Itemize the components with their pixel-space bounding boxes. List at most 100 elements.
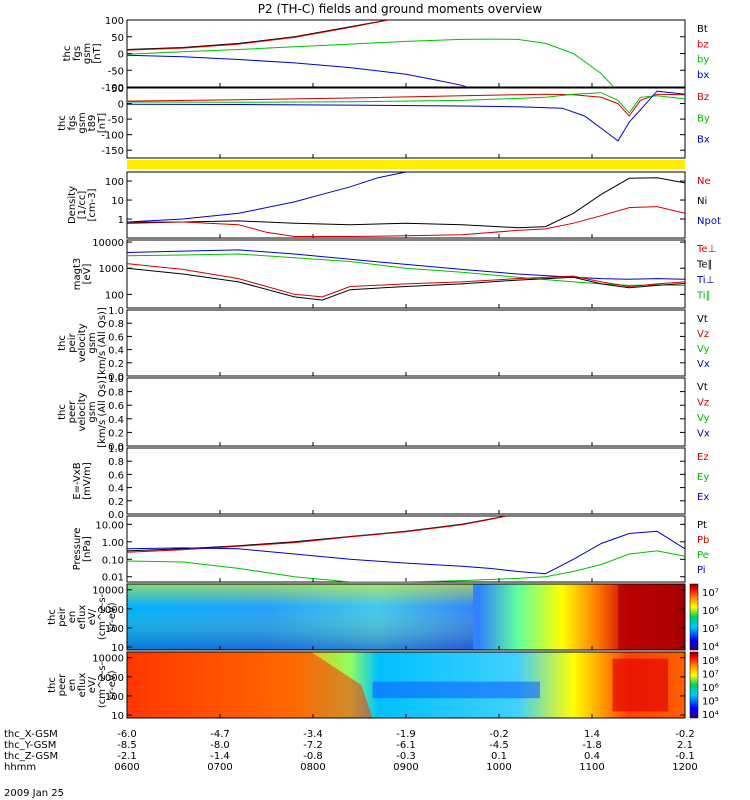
y-axis-label: thc	[57, 335, 68, 351]
panel-5: 1.0 0.8 0.6 0.4 0.2 0.0 thc peir velocity gsm [km/…	[57, 306, 710, 383]
x-axis-row-label: thc_Z-GSM	[4, 751, 58, 762]
y-axis-label: eflux	[77, 605, 88, 630]
y-axis-label: peir	[57, 606, 68, 626]
y-axis-label: eV/	[87, 676, 98, 693]
spectrogram-band	[618, 585, 674, 649]
y-tick-label: 0.8	[108, 388, 124, 399]
legend-entry: Vy	[697, 344, 710, 355]
legend-entry: Ti⊥	[696, 275, 714, 286]
y-axis-label: [nPa]	[82, 536, 93, 562]
chart-title: P2 (TH-C) fields and ground moments over…	[258, 2, 543, 16]
panel-frame	[126, 447, 686, 515]
y-tick-label: 100	[105, 177, 124, 188]
series-line-Pe	[127, 550, 685, 582]
y-axis-label: magt3	[72, 258, 83, 291]
x-axis-row-label: thc_X-GSM	[4, 729, 58, 740]
x-tick-label: -7.2	[303, 740, 323, 751]
x-tick-label: 1200	[672, 762, 697, 773]
y-tick-label: 10.00	[95, 520, 124, 531]
y-tick-label: 10	[111, 643, 124, 654]
spectrogram-shade	[127, 584, 473, 650]
y-axis-label: peer	[57, 673, 68, 697]
x-axis-row-label: thc_Y-GSM	[4, 740, 56, 751]
y-tick-label: 0.8	[108, 457, 124, 468]
y-tick-label: 0.0	[108, 510, 124, 521]
y-axis-label: fgs	[72, 46, 83, 61]
y-axis-label: velocity	[77, 323, 88, 362]
series-line-Ni	[127, 177, 685, 229]
x-tick-label: -8.5	[117, 740, 137, 751]
y-axis-label: thc	[47, 677, 58, 693]
spectrogram-shade	[127, 652, 373, 718]
legend-entry: Ni	[697, 196, 707, 207]
colorbar-tick-label: 10⁶	[702, 683, 719, 694]
y-tick-label: 0	[118, 50, 124, 61]
y-tick-label: 0.10	[102, 555, 124, 566]
y-tick-label: 0.8	[108, 319, 124, 330]
legend-entry: Ti∥	[696, 291, 711, 302]
series-line-Bx	[127, 90, 685, 142]
legend-entry: bz	[697, 39, 709, 50]
series-line-Ne	[127, 206, 685, 237]
legend-entry: Te⊥	[696, 244, 716, 255]
legend-entry: bx	[697, 70, 709, 81]
x-tick-label: -6.1	[396, 740, 416, 751]
y-axis-label: Density	[67, 186, 78, 224]
series-line-Te∥	[127, 267, 685, 301]
y-tick-label: -100	[101, 131, 124, 142]
y-tick-label: 0.4	[108, 346, 124, 357]
y-axis-label: [1/cc]	[77, 191, 88, 220]
x-tick-label: 0800	[300, 762, 325, 773]
y-axis-label: Pressure	[72, 528, 83, 571]
series-line-Pt	[127, 516, 507, 552]
y-tick-label: 0.4	[108, 415, 124, 426]
x-tick-label: 0600	[114, 762, 139, 773]
legend-entry: Npot	[697, 216, 721, 227]
series-line-Pi	[127, 530, 685, 575]
colorbar-tick-label: 10⁷	[702, 588, 719, 599]
colorbar-tick-label: 10⁷	[702, 670, 719, 681]
y-axis-label: gsm	[77, 112, 88, 133]
y-axis-label: E=-VxB	[72, 462, 83, 499]
series-line-Bz	[127, 93, 685, 117]
y-axis-label: thc	[47, 609, 58, 625]
y-tick-label: 0	[118, 100, 124, 111]
x-tick-label: 1.4	[584, 729, 600, 740]
legend-entry: Vt	[697, 382, 708, 393]
series-line-Te⊥	[127, 263, 685, 298]
y-axis-label: thc	[62, 46, 73, 62]
panel-frame	[126, 87, 686, 159]
panel-2: 50 0 -50 -100 -150 thc fgs gsm t89 [nT] Bz By Bx	[57, 84, 710, 159]
y-axis-label: gsm	[82, 43, 93, 64]
x-tick-label: -1.9	[396, 729, 416, 740]
x-tick-label: -8.0	[210, 740, 230, 751]
y-tick-label: 1000	[99, 605, 124, 616]
y-axis-label: thc	[57, 115, 68, 131]
y-tick-label: 100	[105, 290, 124, 301]
y-axis-label: eV/	[87, 608, 98, 625]
legend-entry: Te∥	[696, 260, 713, 271]
y-axis-label: en	[67, 679, 78, 692]
legend-entry: Pb	[697, 535, 709, 546]
x-tick-label: 0.1	[491, 751, 507, 762]
y-tick-label: -50	[108, 115, 124, 126]
panel-6: 1.0 0.8 0.6 0.4 0.2 0.0 thc peer velocity gsm [km/…	[57, 374, 710, 453]
legend-entry: Pi	[697, 565, 706, 576]
series-line-by	[127, 38, 615, 87]
panel-frame	[126, 19, 686, 88]
y-axis-label: peir	[67, 332, 78, 352]
series-line-Bt	[127, 20, 391, 50]
y-tick-label: 10000	[92, 654, 124, 665]
panel-1: 100 50 0 -50 -100 thc fgs gsm [nT] Bt bz by bx	[62, 16, 709, 94]
y-tick-label: 1.0	[108, 444, 124, 455]
legend-entry: Vz	[697, 329, 709, 340]
y-tick-label: 0.4	[108, 484, 124, 495]
y-axis-label: thc	[57, 404, 68, 420]
colorbar-tick-label: 10⁵	[702, 697, 719, 708]
series-line-bz	[127, 20, 392, 51]
y-axis-label: t89	[87, 115, 98, 132]
y-tick-label: 1	[118, 215, 124, 226]
colorbar-tick-label: 10⁴	[702, 710, 719, 721]
y-axis-label: en	[67, 611, 78, 624]
y-axis-label: [nT]	[92, 43, 103, 63]
